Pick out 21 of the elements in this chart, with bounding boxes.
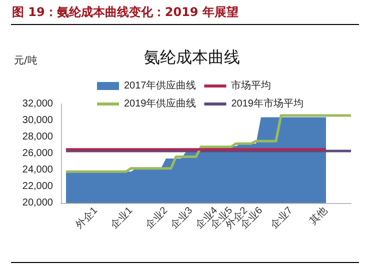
x-tick-label: 企业1 xyxy=(108,204,136,231)
legend-label: 市场平均 xyxy=(231,80,272,92)
x-tick-label: 企业3 xyxy=(168,204,196,231)
y-tick-label: 20,000 xyxy=(22,198,54,208)
legend-label: 2019年供应曲线 xyxy=(124,98,196,110)
x-tick-label: 其他 xyxy=(307,204,330,228)
y-tick-label: 28,000 xyxy=(22,132,54,142)
x-tick-label: 企业2 xyxy=(143,204,170,231)
x-tick-label: 企业7 xyxy=(268,204,296,231)
y-tick-label: 26,000 xyxy=(22,148,54,159)
y-tick-label: 32,000 xyxy=(22,98,54,110)
y-axis-title: 元/吨 xyxy=(14,54,38,66)
y-tick-label: 24,000 xyxy=(22,164,54,176)
line-series xyxy=(64,114,352,173)
legend-label: 2017年供应曲线 xyxy=(124,80,196,92)
y-tick-label: 30,000 xyxy=(22,115,54,126)
x-tick-label: 外企1 xyxy=(73,204,100,231)
chart-subtitle: 氨纶成本曲线 xyxy=(144,48,240,66)
chart-title: 图 19：氨纶成本曲线变化：2019 年展望 xyxy=(12,4,238,21)
y-tick-label: 22,000 xyxy=(22,181,54,192)
legend-label: 2019年市场平均 xyxy=(231,98,304,110)
